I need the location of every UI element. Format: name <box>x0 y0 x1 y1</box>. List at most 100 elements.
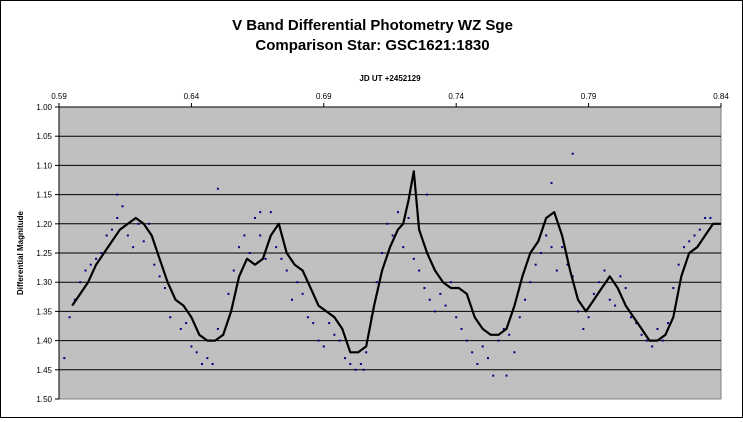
data-point <box>407 216 410 219</box>
data-point <box>365 351 368 354</box>
data-point <box>95 257 98 260</box>
data-point <box>545 234 548 237</box>
x-tick-label: 0.69 <box>316 92 332 101</box>
data-point <box>505 374 508 377</box>
y-tick-label: 1.50 <box>36 395 52 404</box>
data-point <box>635 322 638 325</box>
data-point <box>338 339 341 342</box>
data-point <box>396 211 399 214</box>
data-point <box>259 211 262 214</box>
data-point <box>614 304 617 307</box>
data-point <box>253 216 256 219</box>
data-point <box>486 357 489 360</box>
y-tick-label: 1.35 <box>36 307 52 316</box>
data-point <box>497 339 500 342</box>
data-point <box>582 327 585 330</box>
data-point <box>571 152 574 155</box>
data-point <box>656 327 659 330</box>
x-tick-label: 0.84 <box>713 92 729 101</box>
data-point <box>269 211 272 214</box>
data-point <box>682 246 685 249</box>
x-tick-label: 0.74 <box>448 92 464 101</box>
data-point <box>158 275 161 278</box>
data-point <box>529 281 532 284</box>
data-point <box>68 316 71 319</box>
data-point <box>105 234 108 237</box>
data-point <box>688 240 691 243</box>
data-point <box>343 357 346 360</box>
data-point <box>455 316 458 319</box>
y-tick-label: 1.45 <box>36 366 52 375</box>
data-point <box>280 257 283 260</box>
data-point <box>624 287 627 290</box>
data-point <box>518 316 521 319</box>
data-point <box>79 281 82 284</box>
data-point <box>619 275 622 278</box>
data-point <box>592 292 595 295</box>
data-point <box>359 362 362 365</box>
data-point <box>301 292 304 295</box>
x-tick-label: 0.59 <box>51 92 67 101</box>
data-point <box>704 216 707 219</box>
y-tick-label: 1.15 <box>36 191 52 200</box>
data-point <box>126 234 129 237</box>
data-point <box>428 298 431 301</box>
data-point <box>333 333 336 336</box>
data-point <box>227 292 230 295</box>
y-tick-label: 1.30 <box>36 278 52 287</box>
data-point <box>444 304 447 307</box>
x-tick-label: 0.64 <box>184 92 200 101</box>
data-point <box>248 252 251 254</box>
x-tick-label: 0.79 <box>581 92 597 101</box>
data-point <box>322 345 325 348</box>
data-point <box>110 228 113 231</box>
data-point <box>693 234 696 237</box>
data-point <box>603 269 606 272</box>
y-axis-label: Differential Magnitude <box>16 210 25 295</box>
data-point <box>312 322 315 325</box>
data-point <box>100 252 103 254</box>
chart-subtitle: Comparison Star: GSC1621:1830 <box>255 37 490 54</box>
y-tick-label: 1.40 <box>36 337 52 346</box>
data-point <box>362 368 365 371</box>
y-tick-label: 1.05 <box>36 132 52 141</box>
data-point <box>667 322 670 325</box>
data-point <box>296 281 299 284</box>
data-point <box>550 181 553 184</box>
data-point <box>375 281 378 284</box>
data-point <box>264 257 267 260</box>
data-point <box>238 246 241 249</box>
data-point <box>426 193 429 196</box>
data-point <box>232 269 235 272</box>
data-point <box>561 246 564 249</box>
data-point <box>63 357 66 360</box>
data-point <box>386 222 389 225</box>
data-point <box>402 246 405 249</box>
data-point <box>142 240 145 243</box>
data-point <box>640 333 643 336</box>
data-point <box>391 234 394 237</box>
data-point <box>465 339 468 342</box>
data-point <box>190 345 193 348</box>
data-point <box>243 234 246 237</box>
data-point <box>598 281 601 284</box>
data-point <box>555 269 558 272</box>
data-point <box>291 298 294 301</box>
series-line <box>71 170 721 354</box>
data-point <box>84 269 87 272</box>
data-point <box>709 216 712 219</box>
data-point <box>349 362 352 365</box>
chart-title: V Band Differential Photometry WZ Sge <box>232 17 513 34</box>
data-point <box>577 310 580 313</box>
data-point <box>629 316 632 319</box>
data-point <box>259 234 262 237</box>
y-tick-label: 1.00 <box>36 103 52 112</box>
data-point <box>275 246 278 249</box>
data-point <box>502 327 505 330</box>
data-point <box>116 193 119 196</box>
data-point <box>539 252 542 254</box>
data-point <box>534 263 537 266</box>
data-point <box>211 362 214 365</box>
data-point <box>672 287 675 290</box>
